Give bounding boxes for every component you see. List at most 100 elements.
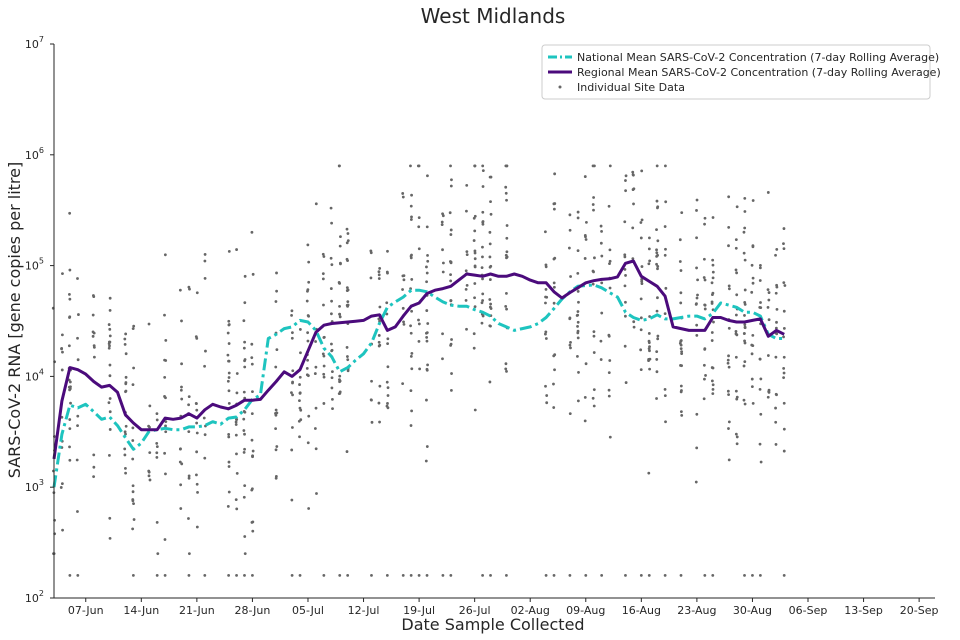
- x-ticks: 07-Jun 14-Jun 21-Jun 28-Jun 05-Jul 12-Jul 19-J…: [68, 598, 939, 617]
- site-data-point: [727, 326, 731, 330]
- site-data-point: [759, 264, 762, 267]
- site-data-point: [76, 277, 79, 280]
- site-data-point: [767, 390, 771, 394]
- site-data-point: [775, 247, 779, 251]
- x-tick-label: 21-Jun: [179, 604, 215, 617]
- site-data-point: [742, 398, 746, 402]
- site-data-point: [131, 327, 135, 331]
- site-data-point: [489, 212, 493, 216]
- site-data-point: [195, 291, 199, 295]
- site-data-point: [132, 324, 136, 328]
- site-data-point: [243, 432, 246, 436]
- site-data-point: [409, 218, 413, 221]
- site-data-point: [655, 199, 659, 203]
- site-data-point: [290, 309, 294, 313]
- site-data-point: [464, 269, 468, 273]
- site-data-point: [600, 229, 603, 233]
- site-data-point: [250, 230, 254, 234]
- site-data-point: [235, 248, 238, 251]
- site-data-point: [727, 393, 730, 396]
- site-data-point: [608, 286, 612, 290]
- site-data-point: [710, 379, 714, 383]
- site-data-point: [552, 301, 556, 305]
- x-tick-label: 20-Sep: [900, 604, 939, 617]
- site-data-point: [656, 264, 660, 268]
- site-data-point: [766, 395, 770, 399]
- site-data-point: [409, 331, 413, 335]
- site-data-point: [751, 344, 755, 348]
- site-data-point: [369, 249, 373, 253]
- site-data-point: [632, 202, 635, 206]
- site-data-point: [377, 340, 381, 344]
- site-data-point: [703, 573, 707, 577]
- site-data-point: [346, 239, 350, 243]
- site-data-point: [251, 529, 255, 533]
- site-data-point: [386, 337, 390, 341]
- site-data-point: [648, 236, 651, 240]
- site-data-point: [576, 354, 579, 358]
- site-data-point: [59, 486, 63, 489]
- site-data-point: [599, 339, 603, 343]
- site-data-point: [338, 312, 342, 316]
- site-data-point: [743, 339, 746, 343]
- site-data-point: [593, 256, 596, 260]
- site-data-point: [568, 343, 572, 347]
- site-data-point: [108, 344, 111, 348]
- site-data-point: [766, 305, 770, 309]
- site-data-point: [782, 227, 786, 230]
- site-data-point: [338, 305, 341, 308]
- site-data-point: [624, 573, 627, 577]
- site-data-point: [234, 498, 238, 501]
- site-data-point: [710, 339, 714, 342]
- site-data-point: [505, 256, 508, 260]
- site-data-point: [306, 339, 310, 343]
- site-data-point: [203, 456, 207, 460]
- site-data-point: [409, 389, 413, 393]
- site-data-point: [76, 336, 79, 340]
- site-data-point: [782, 376, 786, 380]
- site-data-point: [647, 573, 651, 577]
- site-data-point: [751, 402, 755, 405]
- site-data-point: [774, 406, 777, 410]
- site-data-point: [553, 172, 557, 176]
- site-data-point: [305, 299, 309, 303]
- site-data-point: [314, 447, 318, 451]
- x-axis-label: Date Sample Collected: [401, 615, 584, 634]
- site-data-point: [679, 573, 683, 577]
- site-data-point: [679, 339, 683, 342]
- site-data-point: [203, 253, 207, 256]
- site-data-point: [702, 397, 706, 401]
- site-data-point: [655, 309, 659, 313]
- site-data-point: [425, 309, 429, 312]
- site-data-point: [774, 326, 778, 330]
- site-data-point: [164, 420, 168, 424]
- site-data-point: [338, 281, 341, 285]
- site-data-point: [449, 573, 453, 577]
- y-tick-label: 106: [25, 146, 44, 162]
- legend-site-label: Individual Site Data: [577, 81, 685, 94]
- site-data-point: [417, 318, 420, 322]
- site-data-point: [631, 257, 635, 261]
- site-data-point: [472, 346, 476, 350]
- site-data-point: [711, 573, 715, 577]
- site-data-point: [235, 507, 239, 511]
- site-data-point: [599, 358, 603, 361]
- site-data-point: [545, 394, 549, 397]
- site-data-point: [656, 267, 659, 271]
- site-data-point: [584, 573, 588, 577]
- site-data-point: [440, 220, 444, 224]
- site-data-point: [306, 358, 309, 362]
- site-data-point: [441, 214, 445, 218]
- legend-national-label: National Mean SARS-CoV-2 Concentration (…: [577, 51, 939, 64]
- site-data-point: [330, 263, 334, 267]
- site-data-point: [377, 334, 381, 337]
- site-data-point: [124, 466, 127, 470]
- site-data-point: [108, 374, 112, 378]
- site-data-point: [504, 367, 508, 371]
- line-layer: [52, 259, 785, 488]
- site-data-point: [481, 292, 485, 296]
- site-data-point: [592, 388, 596, 392]
- site-data-point: [425, 280, 428, 284]
- site-data-point: [631, 226, 635, 230]
- site-data-point: [306, 314, 310, 317]
